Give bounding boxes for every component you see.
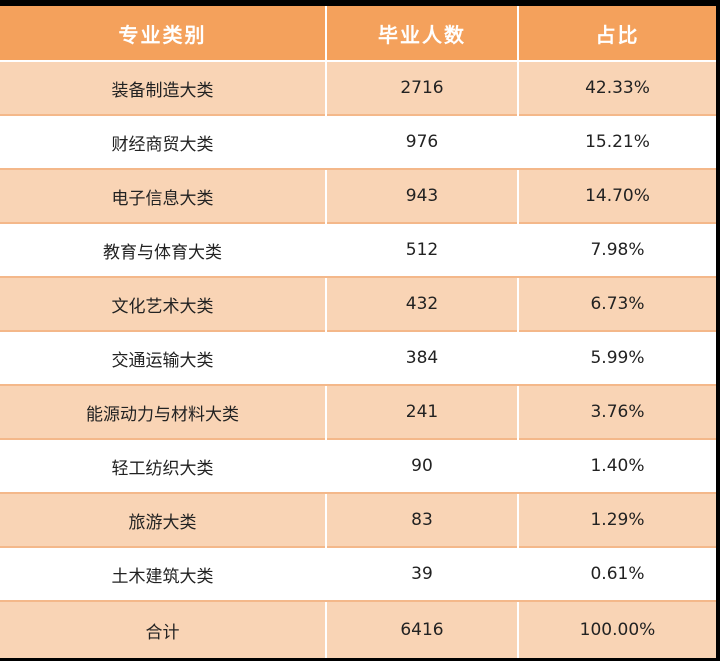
category-cell: 教育与体育大类	[0, 222, 327, 278]
table-row: 文化艺术大类 432 6.73%	[0, 276, 716, 331]
table-row: 土木建筑大类 39 0.61%	[0, 546, 716, 602]
category-cell: 能源动力与材料大类	[0, 384, 327, 439]
table-row: 轻工纺织大类 90 1.40%	[0, 438, 716, 494]
header-ratio: 占比	[518, 6, 716, 61]
count-cell: 83	[326, 492, 519, 547]
ratio-cell: 1.40%	[517, 438, 716, 494]
table-row: 装备制造大类 2716 42.33%	[0, 60, 716, 115]
total-row: 合计 6416 100.00%	[0, 600, 716, 658]
ratio-cell: 6.73%	[518, 276, 716, 331]
category-cell: 财经商贸大类	[0, 114, 327, 170]
table-row: 教育与体育大类 512 7.98%	[0, 222, 716, 278]
category-cell: 土木建筑大类	[0, 546, 327, 602]
count-cell: 976	[325, 114, 519, 170]
count-cell: 90	[325, 438, 519, 494]
table-frame: 专业类别 毕业人数 占比 装备制造大类 2716 42.33% 财经商贸大类 9…	[0, 6, 716, 658]
header-row: 专业类别 毕业人数 占比	[0, 6, 716, 61]
count-cell: 512	[325, 222, 519, 278]
ratio-cell: 15.21%	[517, 114, 716, 170]
ratio-cell: 0.61%	[517, 546, 716, 602]
table-row: 交通运输大类 384 5.99%	[0, 330, 716, 386]
count-cell: 943	[326, 168, 519, 223]
ratio-cell: 5.99%	[517, 330, 716, 386]
category-cell: 轻工纺织大类	[0, 438, 327, 494]
table-row: 财经商贸大类 976 15.21%	[0, 114, 716, 170]
graduates-table: 专业类别 毕业人数 占比 装备制造大类 2716 42.33% 财经商贸大类 9…	[0, 6, 716, 658]
table-row: 旅游大类 83 1.29%	[0, 492, 716, 547]
category-cell: 旅游大类	[0, 492, 327, 547]
table-row: 能源动力与材料大类 241 3.76%	[0, 384, 716, 439]
total-label: 合计	[0, 600, 327, 658]
category-cell: 装备制造大类	[0, 60, 327, 115]
count-cell: 241	[326, 384, 519, 439]
category-cell: 电子信息大类	[0, 168, 327, 223]
count-cell: 384	[325, 330, 519, 386]
category-cell: 交通运输大类	[0, 330, 327, 386]
header-count: 毕业人数	[326, 6, 519, 61]
table-row: 电子信息大类 943 14.70%	[0, 168, 716, 223]
ratio-cell: 14.70%	[518, 168, 716, 223]
count-cell: 2716	[326, 60, 519, 115]
ratio-cell: 42.33%	[518, 60, 716, 115]
ratio-cell: 7.98%	[517, 222, 716, 278]
count-cell: 432	[326, 276, 519, 331]
total-ratio: 100.00%	[518, 600, 716, 658]
ratio-cell: 3.76%	[518, 384, 716, 439]
total-count: 6416	[326, 600, 519, 658]
header-category: 专业类别	[0, 6, 327, 61]
count-cell: 39	[325, 546, 519, 602]
ratio-cell: 1.29%	[518, 492, 716, 547]
category-cell: 文化艺术大类	[0, 276, 327, 331]
